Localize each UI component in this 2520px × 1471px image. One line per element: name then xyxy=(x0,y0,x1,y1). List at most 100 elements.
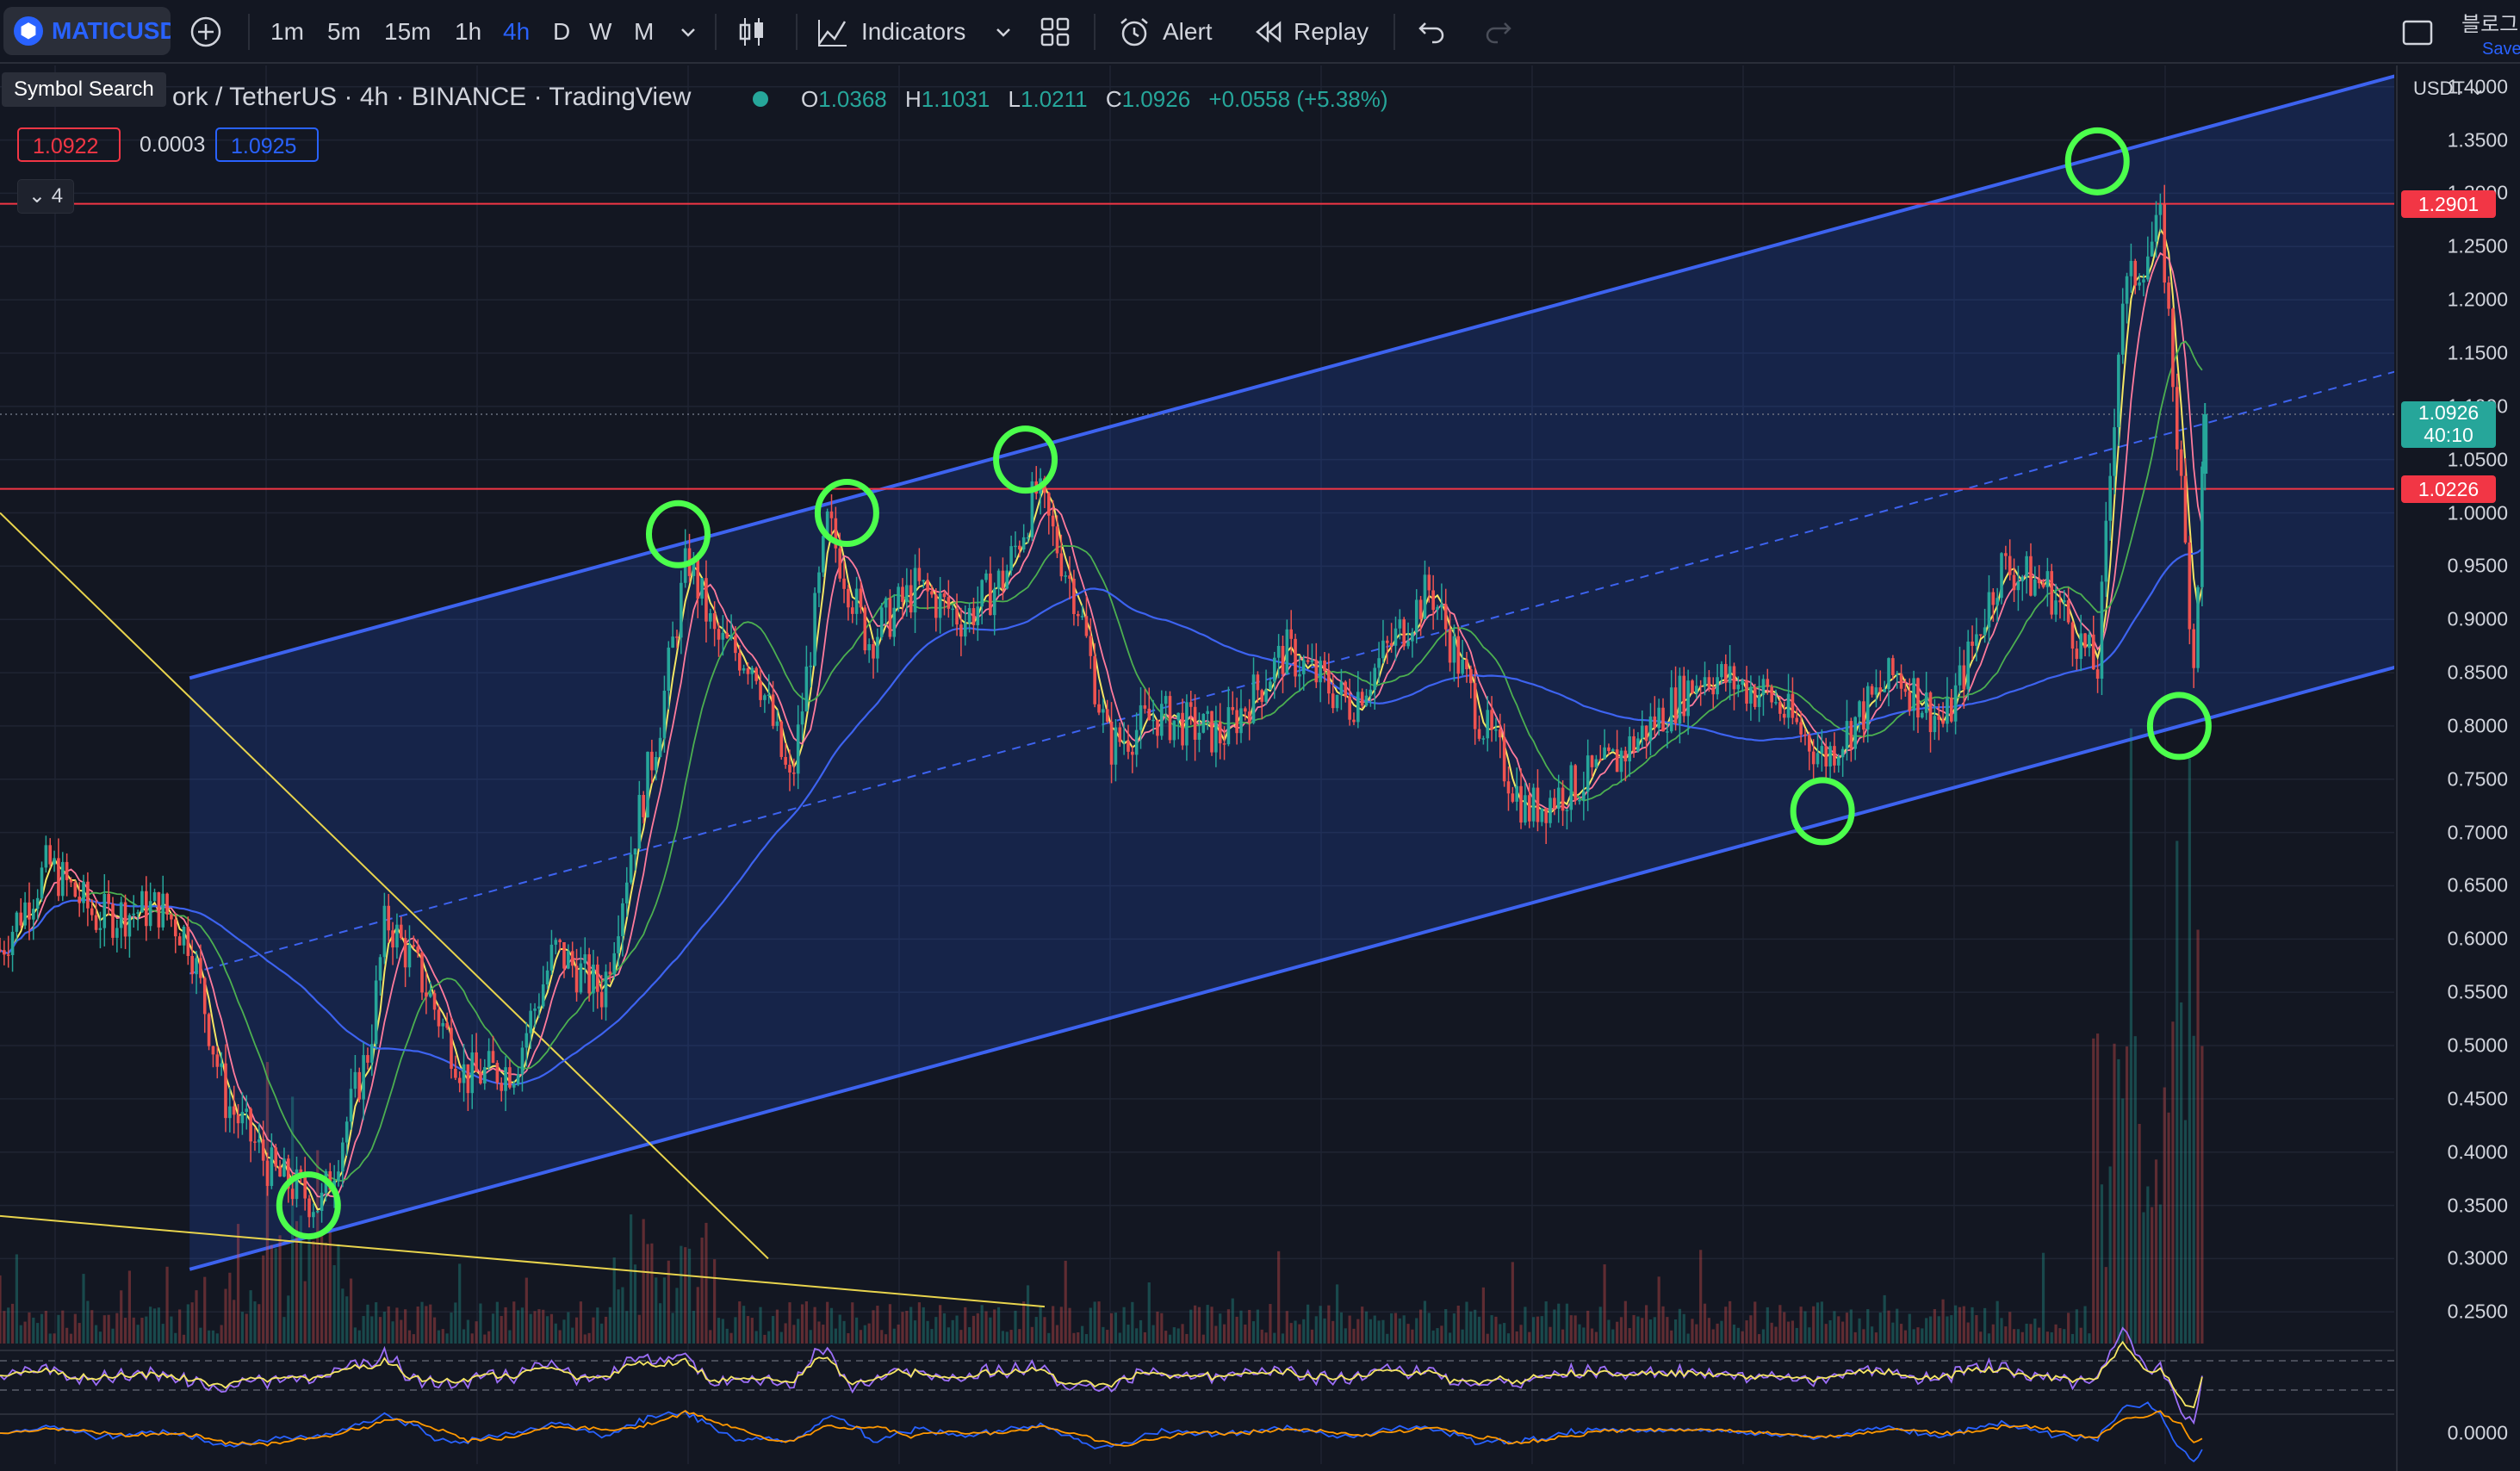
candle-body xyxy=(2029,556,2033,596)
volume-bar xyxy=(1519,1325,1523,1344)
candle-body xyxy=(2070,622,2075,649)
candle-body xyxy=(258,1139,261,1143)
candle-body xyxy=(800,711,804,725)
undo-icon[interactable] xyxy=(1412,12,1452,52)
volume-bar xyxy=(2142,1212,2145,1344)
volume-bar xyxy=(400,1319,403,1344)
candle-body xyxy=(495,1063,500,1083)
volume-bar xyxy=(2180,1002,2183,1344)
volume-bar xyxy=(445,1333,449,1344)
price-chart[interactable] xyxy=(0,65,2394,1471)
volume-bar xyxy=(312,1240,315,1344)
touch-circle-mark xyxy=(2064,127,2130,196)
volume-bar xyxy=(2108,1166,2112,1344)
candle-body xyxy=(253,1141,257,1143)
interval-1m[interactable]: 1m xyxy=(270,18,304,45)
candle-body xyxy=(1586,755,1590,792)
volume-bar xyxy=(1131,1301,1134,1344)
volume-bar xyxy=(1026,1285,1030,1344)
volume-bar xyxy=(332,1265,336,1344)
interval-1h[interactable]: 1h xyxy=(455,18,482,45)
candle-body xyxy=(1151,719,1155,722)
candle-body xyxy=(2113,427,2116,476)
candle-body xyxy=(1811,751,1816,765)
volume-bar xyxy=(107,1314,110,1344)
ma-long-line xyxy=(0,548,2203,1086)
candle-body xyxy=(829,511,834,518)
indicator-collapse-toggle[interactable]: ⌄ 4 xyxy=(17,179,74,214)
candle-body xyxy=(1578,799,1581,802)
interval-5m[interactable]: 5m xyxy=(327,18,361,45)
redo-icon[interactable] xyxy=(1478,12,1518,52)
currency-selector[interactable]: USDT ⌄ xyxy=(2413,78,2486,99)
volume-bar xyxy=(23,1321,27,1344)
candle-body xyxy=(876,636,879,659)
candle-body xyxy=(1519,785,1523,823)
interval-4h[interactable]: 4h xyxy=(503,18,531,45)
candle-body xyxy=(1845,721,1849,749)
compare-add-icon[interactable] xyxy=(186,12,226,52)
interval-m[interactable]: M xyxy=(634,18,655,45)
candle-body xyxy=(1874,687,1878,695)
candle-body xyxy=(0,949,2,952)
candle-body xyxy=(1176,712,1181,721)
volume-bar xyxy=(1248,1309,1251,1344)
candle-body xyxy=(1878,687,1883,692)
volume-bar xyxy=(2133,1036,2137,1344)
buy-price-button[interactable]: 1.0925 xyxy=(215,127,319,162)
replay-button[interactable]: Replay xyxy=(1294,18,1369,45)
volume-bar xyxy=(1481,1287,1485,1344)
alert-button[interactable]: Alert xyxy=(1163,18,1213,45)
candle-body xyxy=(1339,681,1344,695)
chevron-down-icon[interactable] xyxy=(984,12,1023,52)
volume-bar xyxy=(1786,1321,1791,1344)
volume-bar xyxy=(382,1311,386,1344)
volume-bar xyxy=(132,1317,135,1344)
volume-bar xyxy=(1114,1313,1118,1344)
candle-body xyxy=(349,1089,353,1122)
candle-body xyxy=(1448,629,1452,663)
price-scale[interactable]: USDT ⌄ 1.40001.35001.30001.25001.20001.1… xyxy=(2396,65,2520,1471)
alarm-clock-icon[interactable] xyxy=(1114,12,1154,52)
layout-grid-icon[interactable] xyxy=(1035,12,1075,52)
interval-15m[interactable]: 15m xyxy=(384,18,431,45)
candles-chart-type-icon[interactable] xyxy=(732,12,772,52)
fullscreen-icon[interactable] xyxy=(2398,12,2437,52)
interval-d[interactable]: D xyxy=(553,18,571,45)
save-link[interactable]: Save xyxy=(2482,39,2520,59)
blog-label[interactable]: 블로그 xyxy=(2461,12,2519,36)
volume-bar xyxy=(771,1316,775,1344)
indicators-icon[interactable] xyxy=(813,12,853,52)
volume-bar xyxy=(1339,1312,1344,1344)
candle-body xyxy=(989,573,992,616)
oscillator-panes xyxy=(0,1326,2394,1462)
volume-bar xyxy=(82,1274,85,1344)
volume-bar xyxy=(15,1254,19,1344)
candle-body xyxy=(437,1009,441,1027)
rewind-icon[interactable] xyxy=(1249,12,1288,52)
volume-bar xyxy=(1059,1307,1063,1344)
candle-body xyxy=(971,608,976,625)
candle-body xyxy=(1226,707,1231,745)
candle-body xyxy=(136,912,140,914)
candle-body xyxy=(1958,665,1962,686)
sell-price-button[interactable]: 1.0922 xyxy=(17,127,121,162)
indicators-button[interactable]: Indicators xyxy=(861,18,966,45)
candle-body xyxy=(1903,688,1908,692)
interval-w[interactable]: W xyxy=(589,18,612,45)
volume-bar xyxy=(115,1313,119,1344)
volume-bar xyxy=(942,1313,947,1344)
volume-bar xyxy=(517,1310,520,1344)
symbol-search-button[interactable]: ⬢ MATICUSDT xyxy=(3,7,171,55)
hline-lower-price-label: 1.0226 xyxy=(2401,475,2496,503)
volume-bar xyxy=(1373,1315,1376,1344)
volume-bar xyxy=(1916,1327,1920,1344)
candle-body xyxy=(307,1198,311,1218)
candle-body xyxy=(1774,702,1778,704)
volume-bar xyxy=(721,1319,724,1344)
volume-bar xyxy=(1168,1334,1172,1344)
chevron-down-icon[interactable] xyxy=(668,12,708,52)
volume-bar xyxy=(1749,1315,1753,1344)
volume-bar xyxy=(2070,1333,2075,1344)
volume-bar xyxy=(1452,1313,1456,1344)
